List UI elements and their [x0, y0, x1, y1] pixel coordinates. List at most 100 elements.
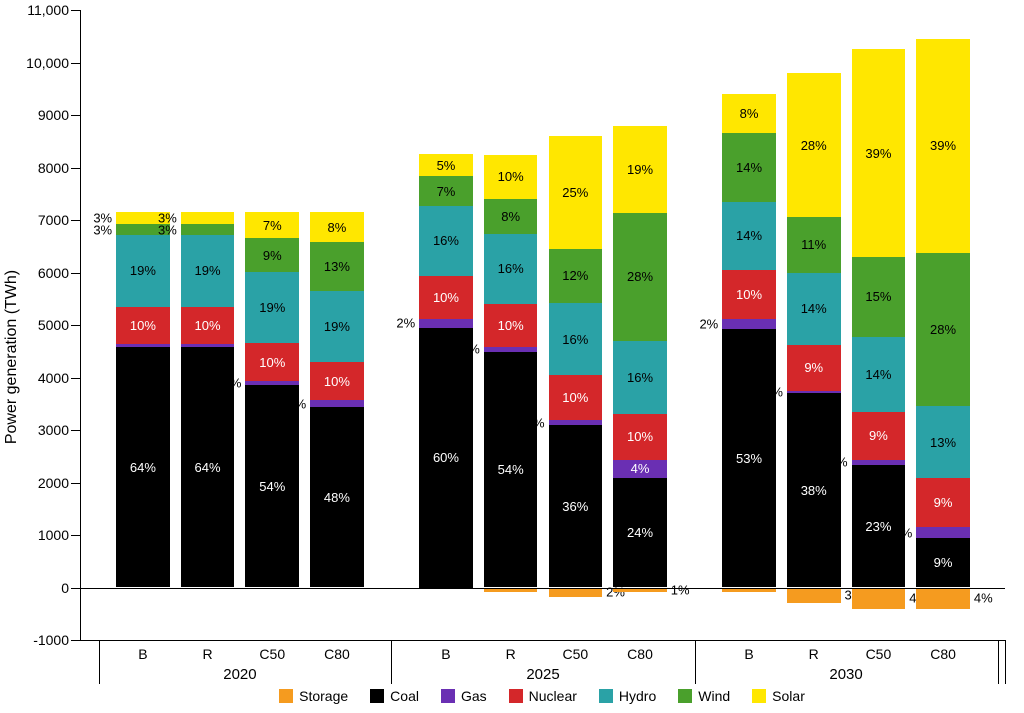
segment-label: 19% [259, 301, 285, 314]
bar-segment-coal: 53% [722, 329, 776, 588]
y-tick-label: 8000 [38, 160, 81, 176]
legend-label: Storage [299, 688, 348, 704]
segment-label: 16% [433, 234, 459, 247]
segment-label: 16% [562, 333, 588, 346]
segment-label: 60% [433, 451, 459, 464]
bar-segment-nuclear: 10% [245, 343, 299, 381]
bar-segment-coal: 60% [419, 328, 473, 588]
x-group-label: 2025 [526, 640, 559, 683]
bar: 53%2%10%14%14%8% [722, 10, 776, 640]
y-tick-label: 6000 [38, 265, 81, 281]
bar: 54%1%10%19%9%7% [245, 10, 299, 640]
segment-label: 54% [498, 463, 524, 476]
x-category-label: C50 [259, 640, 285, 662]
bar-segment-nuclear: 10% [613, 414, 667, 460]
bar: 54%1%10%16%8%10% [484, 10, 538, 640]
bar-segment-nuclear: 9% [787, 345, 841, 391]
segment-label: 13% [324, 260, 350, 273]
bar: 23%1%9%14%15%39%4% [852, 10, 906, 640]
segment-label: 9% [934, 496, 953, 509]
bar-segment-coal: 36% [549, 425, 603, 588]
legend-label: Solar [772, 688, 805, 704]
segment-label: 19% [627, 163, 653, 176]
segment-label: 14% [736, 229, 762, 242]
bar-segment-gas: 2% [310, 400, 364, 408]
segment-label: 54% [259, 480, 285, 493]
x-category-label: C50 [866, 640, 892, 662]
bar-segment-gas: 2% [916, 527, 970, 538]
x-category-label: B [441, 640, 450, 662]
bar-segment-solar: 8% [722, 94, 776, 133]
bar-segment-coal: 64% [181, 347, 235, 587]
bar-segment-gas: 2% [419, 319, 473, 328]
segment-label: 25% [562, 186, 588, 199]
x-category-label: C80 [627, 640, 653, 662]
segment-label: 10% [562, 391, 588, 404]
segment-label: 10% [498, 170, 524, 183]
legend-swatch [441, 689, 455, 703]
bar-segment-solar: 19% [613, 126, 667, 213]
bar-segment-nuclear: 10% [484, 304, 538, 348]
bars-layer: 64%10%19%3%3%64%10%19%3%3%54%1%10%19%9%7… [81, 10, 1005, 640]
bar-segment-solar: 25% [549, 136, 603, 249]
bar-segment-wind: 14% [722, 133, 776, 201]
bar-segment-coal: 48% [310, 407, 364, 587]
segment-label: 4% [631, 462, 650, 475]
bar-segment-nuclear: 9% [916, 478, 970, 527]
y-tick-label: 7000 [38, 212, 81, 228]
segment-label: 19% [195, 264, 221, 277]
segment-label: 10% [433, 291, 459, 304]
bar-segment-storage: 3% [787, 588, 841, 603]
legend-swatch [678, 689, 692, 703]
bar-segment-solar: 39% [852, 49, 906, 257]
legend-swatch [599, 689, 613, 703]
y-tick-label: 0 [61, 580, 81, 596]
x-category-label: R [506, 640, 516, 662]
bar: 36%1%10%16%12%25%2% [549, 10, 603, 640]
bar-segment-coal: 38% [787, 393, 841, 588]
segment-label: 11% [801, 238, 826, 251]
bar-segment-wind: 8% [484, 199, 538, 234]
segment-label: 28% [930, 323, 956, 336]
x-category-label: C50 [562, 640, 588, 662]
segment-label: 8% [740, 107, 759, 120]
y-tick-label: 3000 [38, 422, 81, 438]
legend-item-gas: Gas [441, 688, 487, 704]
segment-label: 14% [865, 368, 891, 381]
segment-label: 9% [869, 429, 888, 442]
segment-label: 16% [627, 371, 653, 384]
bar: 48%2%10%19%13%8% [310, 10, 364, 640]
bar: 9%2%9%13%28%39%4% [916, 10, 970, 640]
bar: 64%10%19%3%3% [181, 10, 235, 640]
bar-segment-solar: 5% [419, 154, 473, 176]
bar-segment-hydro: 14% [722, 202, 776, 270]
bar-segment-wind: 28% [613, 213, 667, 341]
legend-label: Coal [390, 688, 419, 704]
bar-segment-solar: 3% [116, 212, 170, 224]
segment-label: 9% [263, 249, 282, 262]
y-tick-label: 4000 [38, 370, 81, 386]
legend-swatch [752, 689, 766, 703]
zero-line [81, 588, 1005, 589]
y-tick-label: 11,000 [27, 2, 81, 18]
bar-segment-gas [116, 344, 170, 347]
segment-label: 2% [699, 317, 722, 330]
segment-label: 3% [93, 223, 116, 236]
segment-label: 14% [736, 161, 762, 174]
segment-label: 38% [801, 484, 827, 497]
bar-segment-coal: 54% [484, 352, 538, 588]
bar-segment-hydro: 19% [116, 235, 170, 306]
segment-label: 19% [324, 320, 350, 333]
legend-item-storage: Storage [279, 688, 348, 704]
segment-label: 10% [324, 375, 350, 388]
x-group-separator [99, 640, 100, 684]
segment-label: 12% [562, 269, 588, 282]
segment-label: 3% [93, 212, 116, 225]
x-category-label: B [138, 640, 147, 662]
bar-segment-hydro: 14% [787, 273, 841, 345]
segment-label: 5% [437, 159, 456, 172]
segment-label: 10% [736, 288, 762, 301]
y-tick-label: -1000 [33, 632, 81, 648]
legend-item-solar: Solar [752, 688, 805, 704]
segment-label: 53% [736, 452, 762, 465]
